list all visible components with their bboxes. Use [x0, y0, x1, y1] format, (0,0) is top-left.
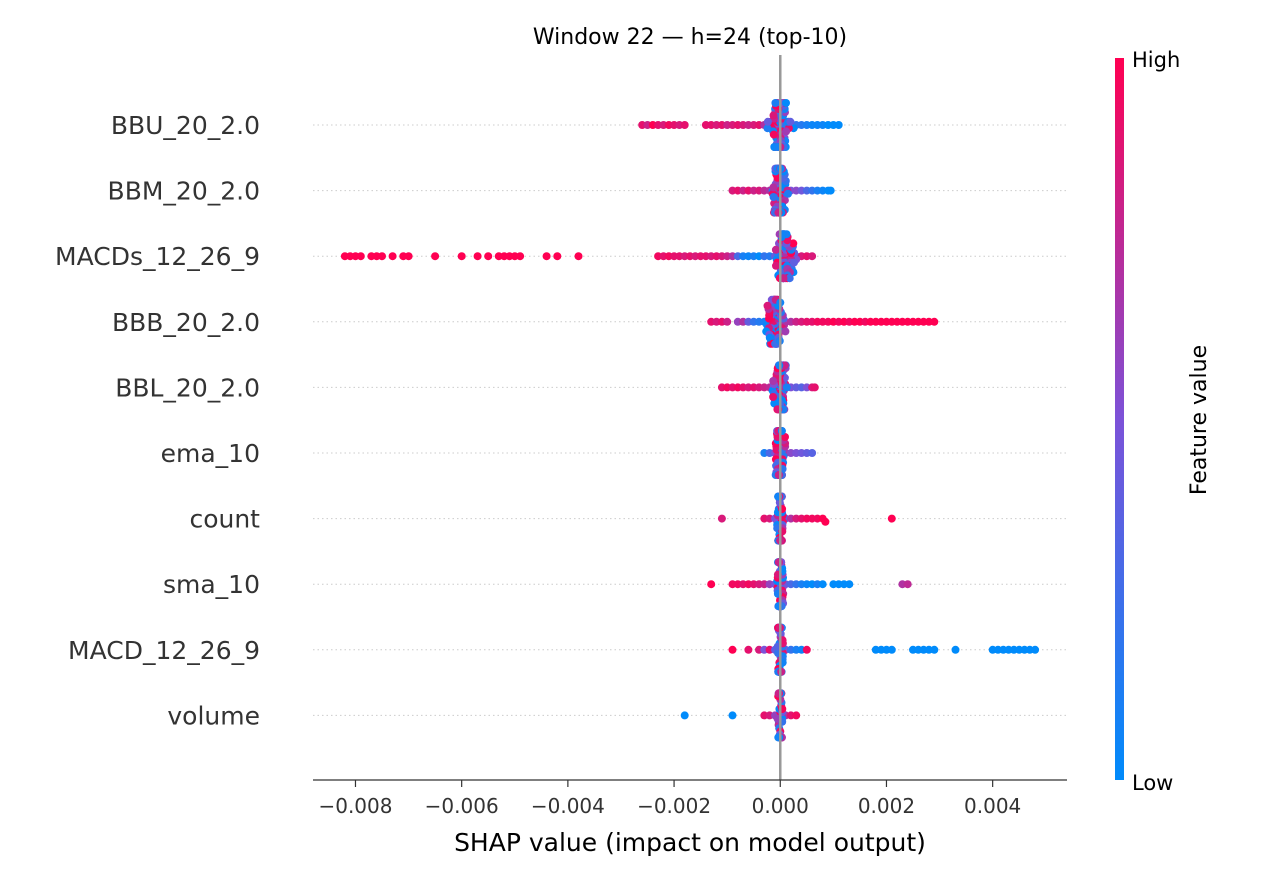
shap-point — [780, 361, 789, 370]
x-tick-label: −0.002 — [637, 794, 711, 818]
shap-point — [789, 239, 798, 248]
x-tick-label: −0.006 — [425, 794, 499, 818]
shap-point — [771, 99, 780, 107]
feature-label: volume — [167, 701, 260, 730]
shap-point — [553, 252, 562, 261]
shap-point — [765, 333, 774, 342]
feature-label: sma_10 — [163, 570, 260, 599]
shap-point — [771, 245, 780, 254]
colorbar: High Low Feature value — [1115, 48, 1212, 795]
feature-label: BBM_20_2.0 — [108, 177, 260, 206]
shap-point — [707, 580, 716, 589]
x-axis-label: SHAP value (impact on model output) — [454, 828, 926, 857]
shap-point — [808, 252, 817, 261]
shap-point — [845, 580, 854, 589]
shap-point — [728, 711, 737, 720]
feature-label: BBB_20_2.0 — [112, 308, 260, 337]
shap-point — [782, 383, 791, 392]
shap-point — [769, 377, 778, 385]
shap-point — [723, 317, 732, 326]
x-tick-label: −0.008 — [318, 794, 392, 818]
shap-point — [818, 580, 827, 589]
shap-point — [680, 711, 689, 720]
shap-point — [790, 258, 798, 267]
shap-point — [484, 252, 493, 261]
chart-title: Window 22 — h=24 (top-10) — [533, 25, 847, 50]
shap-point — [930, 317, 939, 326]
shap-point — [821, 517, 830, 526]
shap-point — [457, 252, 466, 261]
shap-point — [763, 117, 772, 126]
shap-point — [769, 393, 778, 401]
shap-point — [887, 514, 896, 523]
shap-point — [574, 252, 583, 261]
shap-point — [1031, 645, 1040, 654]
feature-label: MACDs_12_26_9 — [55, 242, 260, 271]
shap-point — [808, 449, 817, 457]
shap-point — [388, 252, 397, 261]
shap-point — [903, 580, 912, 589]
feature-label: MACD_12_26_9 — [68, 636, 260, 665]
shap-point — [772, 261, 780, 270]
shap-point — [782, 99, 790, 107]
shap-point — [785, 274, 794, 283]
x-tick-label: 0.002 — [858, 794, 915, 818]
feature-labels: BBU_20_2.0 BBM_20_2.0 MACDs_12_26_9 BBB_20_… — [55, 111, 260, 730]
shap-point — [431, 252, 440, 261]
colorbar-low-label: Low — [1132, 771, 1173, 795]
shap-point — [769, 193, 778, 201]
shap-point — [763, 124, 772, 133]
shap-point — [516, 252, 525, 261]
feature-label: BBL_20_2.0 — [115, 373, 260, 402]
shap-point — [404, 252, 413, 261]
feature-guide-lines — [313, 124, 1067, 716]
colorbar-gradient — [1115, 58, 1124, 780]
shap-point — [834, 121, 843, 129]
shap-point — [542, 252, 551, 261]
shap-point — [769, 130, 778, 139]
shap-point — [781, 327, 790, 336]
shap-point — [951, 645, 960, 654]
shap-point — [781, 433, 789, 441]
shap-point — [887, 645, 896, 654]
shap-point — [473, 252, 482, 261]
feature-label: ema_10 — [161, 439, 260, 468]
shap-point — [826, 186, 835, 195]
feature-label: BBU_20_2.0 — [111, 111, 260, 140]
shap-point — [728, 645, 737, 654]
shap-point — [356, 252, 365, 261]
x-tick-label: 0.004 — [964, 794, 1021, 818]
shap-point — [774, 471, 783, 479]
shap-point — [378, 252, 386, 261]
shap-point — [802, 645, 811, 654]
shap-point — [810, 383, 819, 392]
colorbar-title: Feature value — [1187, 345, 1212, 495]
shap-point — [717, 514, 726, 523]
shap-point — [744, 645, 753, 654]
shap-point — [930, 645, 939, 654]
shap-points — [340, 99, 1040, 742]
colorbar-high-label: High — [1132, 48, 1180, 72]
shap-point — [769, 111, 778, 120]
shap-point — [680, 121, 689, 129]
feature-label: count — [189, 505, 260, 534]
x-axis-ticks: −0.008 −0.006 −0.004 −0.002 0.000 0.002 0.004 — [318, 780, 1021, 818]
shap-point — [784, 189, 792, 198]
shap-point — [786, 117, 795, 126]
shap-point — [769, 183, 778, 192]
shap-point — [782, 127, 791, 136]
shap-point — [774, 558, 783, 567]
x-tick-label: 0.000 — [752, 794, 809, 818]
x-tick-label: −0.004 — [531, 794, 605, 818]
shap-point — [792, 711, 801, 720]
shap-point — [763, 301, 772, 310]
